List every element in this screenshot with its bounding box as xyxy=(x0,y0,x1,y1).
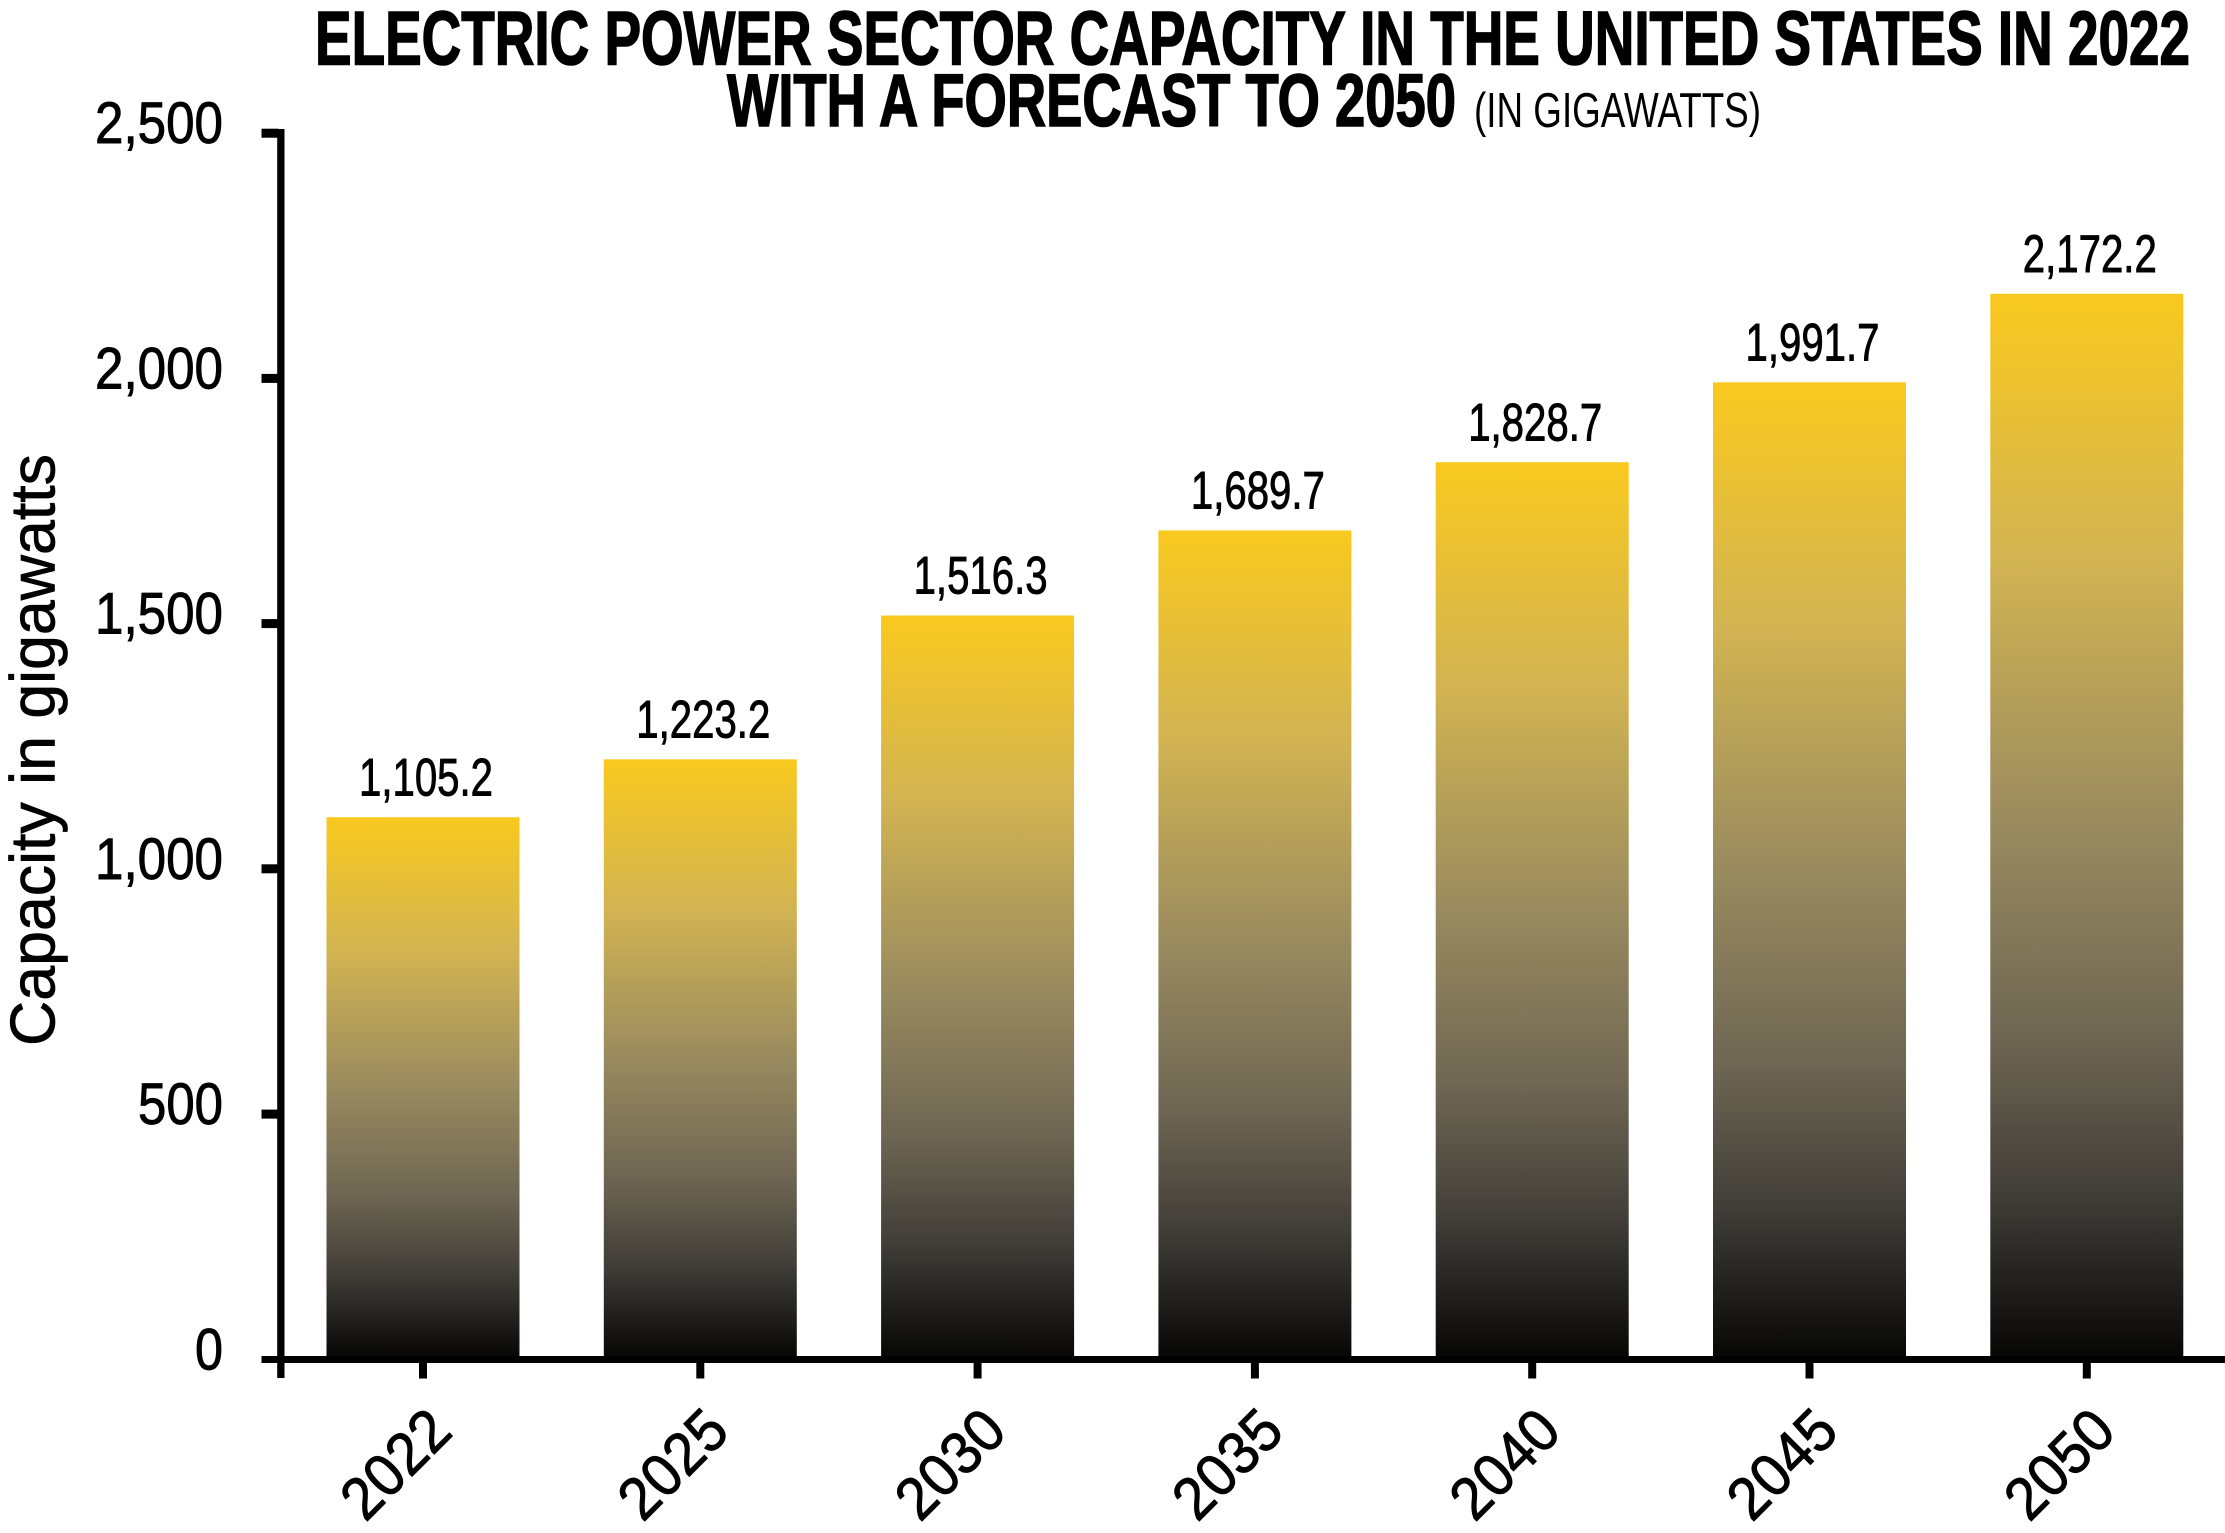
svg-text:1,516.3: 1,516.3 xyxy=(914,547,1048,606)
svg-text:1,105.2: 1,105.2 xyxy=(359,748,493,807)
svg-text:2,172.2: 2,172.2 xyxy=(2023,225,2157,284)
svg-text:0: 0 xyxy=(195,1317,223,1382)
svg-text:Capacity in gigawatts: Capacity in gigawatts xyxy=(0,454,69,1046)
svg-text:WITH A FORECAST TO 2050: WITH A FORECAST TO 2050 xyxy=(727,59,1456,142)
svg-text:1,000: 1,000 xyxy=(95,827,223,892)
svg-text:(IN GIGAWATTS): (IN GIGAWATTS) xyxy=(1474,84,1761,138)
svg-text:1,689.7: 1,689.7 xyxy=(1191,462,1325,521)
svg-text:2,000: 2,000 xyxy=(95,336,223,401)
svg-text:1,828.7: 1,828.7 xyxy=(1468,393,1602,452)
svg-text:500: 500 xyxy=(138,1072,223,1137)
svg-text:1,223.2: 1,223.2 xyxy=(636,691,770,750)
svg-text:1,991.7: 1,991.7 xyxy=(1746,314,1880,373)
svg-text:1,500: 1,500 xyxy=(95,582,223,647)
svg-text:2,500: 2,500 xyxy=(95,91,223,156)
svg-text:ELECTRIC POWER SECTOR CAPACITY: ELECTRIC POWER SECTOR CAPACITY IN THE UN… xyxy=(315,0,2190,82)
